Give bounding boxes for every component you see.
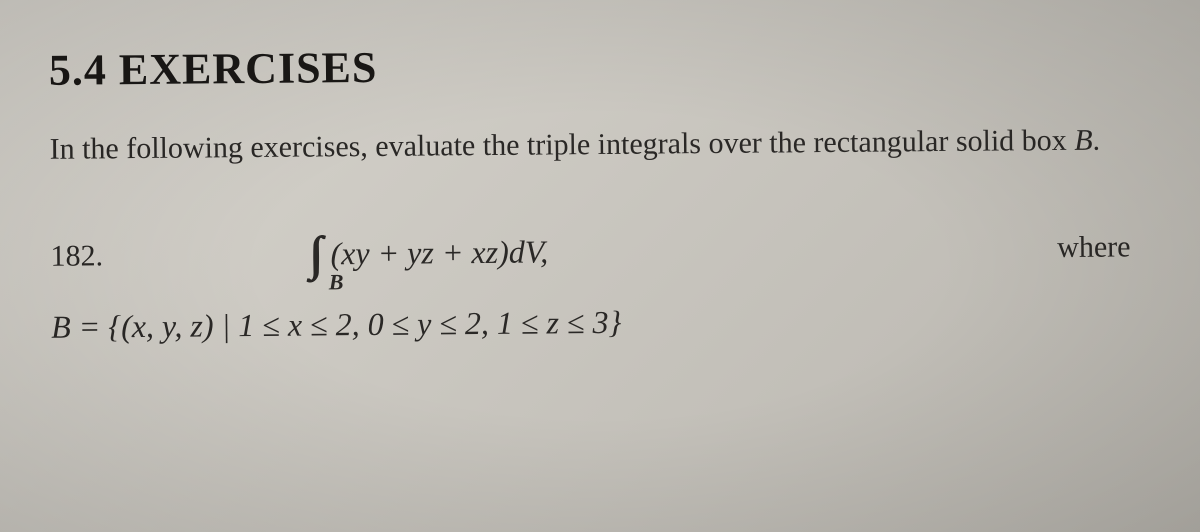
domain-definition: B = {(x, y, z) | 1 ≤ x ≤ 2, 0 ≤ y ≤ 2, 1…: [51, 299, 1151, 346]
section-number: 5.4: [49, 45, 107, 95]
integrand: (xy + yz + xz)dV,: [330, 233, 548, 272]
domain-suffix: }: [608, 304, 621, 340]
problem-number: 182.: [50, 237, 310, 273]
integral-region: B: [329, 269, 344, 295]
problem-row: 182. ∫∫∫ B (xy + yz + xz)dV, where: [50, 219, 1150, 284]
instruction-prefix: In the following exercises, evaluate the…: [49, 124, 1074, 166]
integral-expression: ∫∫∫ B (xy + yz + xz)dV, where: [310, 219, 1150, 281]
instruction-text: In the following exercises, evaluate the…: [49, 116, 1149, 174]
domain-condition: 1 ≤ x ≤ 2, 0 ≤ y ≤ 2, 1 ≤ z ≤ 3: [238, 304, 609, 343]
where-label: where: [1057, 230, 1151, 265]
box-symbol: B: [1074, 124, 1093, 157]
instruction-suffix: .: [1092, 124, 1100, 157]
domain-prefix: B = {(x, y, z) |: [51, 307, 238, 345]
section-heading: 5.4 EXERCISES: [49, 35, 1149, 96]
textbook-page: 5.4 EXERCISES In the following exercises…: [49, 35, 1152, 346]
section-title: EXERCISES: [119, 43, 378, 94]
